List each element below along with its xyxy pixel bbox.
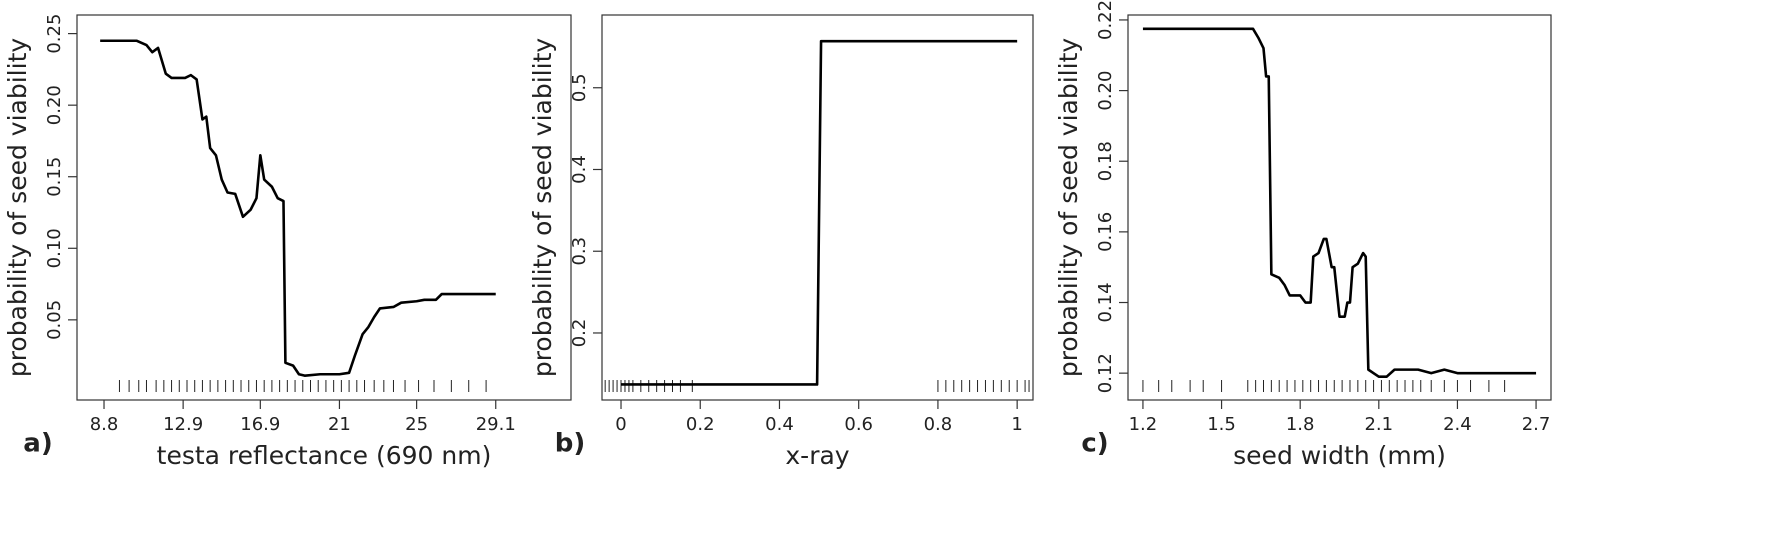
- x-tick-label: 0.4: [765, 414, 794, 435]
- x-tick-label: 25: [405, 414, 428, 435]
- x-tick-label: 1.5: [1207, 414, 1236, 435]
- y-tick-label: 0.20: [1095, 71, 1116, 111]
- y-axis-label: probability of seed viability: [3, 38, 32, 378]
- x-tick-label: 1.8: [1286, 414, 1315, 435]
- y-tick-label: 0.2: [569, 319, 590, 348]
- x-tick-label: 12.9: [163, 414, 203, 435]
- x-tick-label: 2.1: [1364, 414, 1393, 435]
- y-tick-label: 0.14: [1095, 282, 1116, 322]
- plot-frame: [76, 14, 572, 401]
- y-tick-label: 0.25: [44, 14, 65, 54]
- y-tick-label: 0.16: [1095, 212, 1116, 252]
- line: [621, 39, 1018, 386]
- y-tick-label: 0.4: [569, 155, 590, 184]
- x-tick-label: 0.6: [844, 414, 873, 435]
- y-tick-label: 0.5: [569, 73, 590, 102]
- y-tick-label: 0.05: [44, 300, 65, 340]
- panel-label: a): [23, 429, 52, 459]
- y-axis-label: probability of seed viability: [528, 38, 557, 378]
- x-tick-label: 21: [328, 414, 351, 435]
- y-tick-label: 0.18: [1095, 141, 1116, 181]
- x-axis-label: x-ray: [785, 441, 849, 470]
- plot-frame: [601, 14, 1034, 401]
- x-axis-label: seed width (mm): [1233, 441, 1446, 470]
- x-axis-label: testa reflectance (690 nm): [157, 441, 492, 470]
- plot-frame: [1127, 14, 1552, 401]
- line: [100, 39, 496, 377]
- panel-label: c): [1081, 429, 1108, 459]
- x-tick-label: 8.8: [90, 414, 119, 435]
- x-tick-label: 1.2: [1129, 414, 1158, 435]
- y-tick-label: 0.15: [44, 157, 65, 197]
- x-tick-label: 0.8: [924, 414, 953, 435]
- x-tick-label: 16.9: [240, 414, 280, 435]
- y-axis-label: probability of seed viability: [1054, 38, 1083, 378]
- x-tick-label: 0.2: [686, 414, 715, 435]
- y-tick-label: 0.22: [1095, 0, 1116, 40]
- y-tick-label: 0.10: [44, 228, 65, 268]
- x-tick-label: 1: [1011, 414, 1022, 435]
- x-tick-label: 0: [615, 414, 626, 435]
- line: [1142, 27, 1537, 378]
- x-tick-label: 2.7: [1522, 414, 1551, 435]
- x-tick-label: 2.4: [1443, 414, 1472, 435]
- y-tick-label: 0.3: [569, 237, 590, 266]
- y-tick-label: 0.12: [1095, 353, 1116, 393]
- panel-label: b): [555, 429, 586, 459]
- x-tick-label: 29.1: [476, 414, 516, 435]
- y-tick-label: 0.20: [44, 85, 65, 125]
